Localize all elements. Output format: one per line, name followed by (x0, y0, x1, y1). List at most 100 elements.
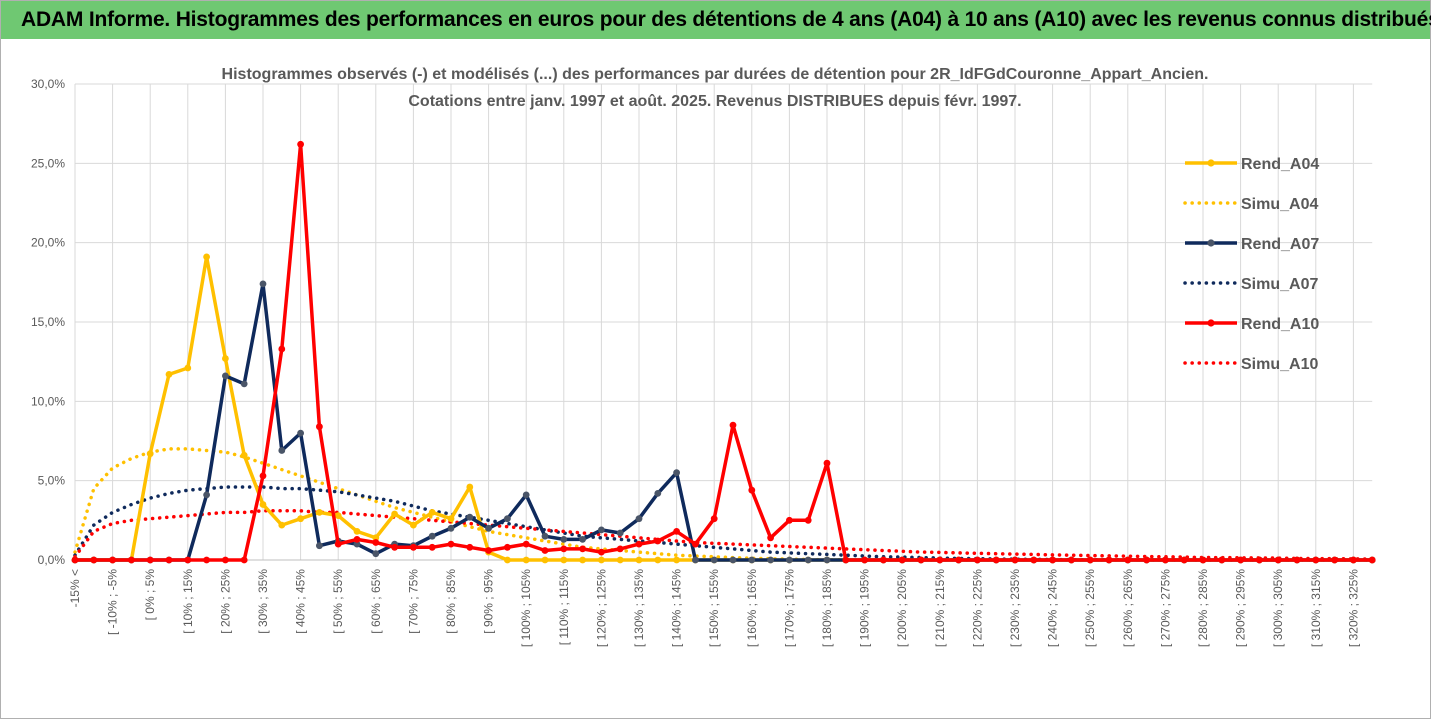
legend-item-Simu_A10[interactable]: Simu_A10 (1183, 356, 1318, 373)
x-tick-label: [ 80% ; 85% (444, 569, 458, 634)
data-point-Rend_A10 (1105, 556, 1113, 564)
chart-title-line-1: Histogrammes observés (-) et modélisés (… (222, 66, 1209, 83)
x-tick-label: [ 70% ; 75% (406, 569, 420, 634)
data-point-Rend_A04 (579, 556, 586, 564)
x-tick-label: [ 230% ; 235% (1008, 569, 1022, 647)
x-tick-label: [ 170% ; 175% (782, 569, 796, 647)
data-point-Rend_A10 (1124, 556, 1132, 564)
data-point-Rend_A04 (541, 556, 549, 564)
data-point-Rend_A04 (410, 521, 417, 529)
series-layer (71, 140, 1376, 564)
x-tick-label: [ 310% ; 315% (1309, 569, 1323, 647)
x-tick-label: [ 120% ; 125% (594, 569, 608, 647)
data-point-Rend_A10 (1331, 556, 1338, 564)
data-point-Rend_A04 (316, 509, 323, 516)
data-point-Rend_A04 (560, 556, 568, 564)
data-point-Rend_A10 (898, 556, 906, 564)
data-point-Rend_A10 (447, 540, 455, 548)
data-point-Rend_A10 (936, 556, 944, 564)
x-tick-label: [ 290% ; 295% (1234, 569, 1248, 647)
data-point-Rend_A10 (748, 486, 756, 494)
data-point-Rend_A10 (259, 472, 267, 480)
data-point-Rend_A10 (804, 516, 812, 524)
data-point-Rend_A04 (222, 355, 229, 362)
data-point-Rend_A10 (917, 556, 925, 564)
x-tick-label: [ 250% ; 255% (1083, 569, 1097, 647)
series-Simu_A10 (73, 509, 1374, 561)
data-point-Rend_A10 (974, 556, 981, 564)
data-point-Rend_A04 (184, 364, 192, 372)
legend-item-Rend_A10[interactable]: Rend_A10 (1185, 316, 1319, 333)
data-point-Rend_A07 (522, 491, 530, 499)
data-point-Rend_A10 (1049, 556, 1056, 564)
data-point-Rend_A07 (786, 556, 793, 564)
data-point-Rend_A10 (1143, 556, 1150, 564)
data-point-Rend_A07 (541, 532, 549, 540)
x-tick-label: [ 280% ; 285% (1196, 569, 1210, 647)
data-point-Rend_A07 (278, 447, 286, 454)
data-point-Rend_A07 (692, 556, 699, 564)
x-tick-label: [ 100% ; 105% (519, 569, 533, 647)
legend-item-Rend_A04[interactable]: Rend_A04 (1185, 156, 1319, 173)
data-point-Rend_A04 (504, 556, 511, 564)
series-line-Rend_A10 (75, 142, 1373, 562)
data-point-Rend_A10 (109, 556, 116, 564)
data-point-Rend_A04 (598, 556, 605, 564)
x-tick-label: [ 200% ; 205% (895, 569, 909, 647)
legend[interactable]: Rend_A04 Simu_A04 Rend_A07 Simu_A07 Rend_A10… (1183, 156, 1319, 373)
data-point-Rend_A10 (372, 539, 380, 546)
data-point-Rend_A07 (447, 524, 455, 532)
legend-marker (1207, 159, 1215, 167)
data-point-Rend_A10 (786, 516, 793, 524)
x-tick-label: [ 110% ; 115% (557, 569, 571, 646)
data-point-Rend_A04 (522, 556, 530, 564)
data-point-Rend_A07 (316, 542, 323, 550)
data-point-Rend_A04 (203, 253, 211, 261)
data-point-Rend_A04 (353, 528, 361, 535)
data-point-Rend_A10 (146, 556, 154, 564)
data-point-Rend_A10 (184, 556, 192, 564)
x-tick-label: [ 260% ; 265% (1121, 569, 1135, 647)
data-point-Rend_A07 (804, 556, 812, 564)
data-point-Rend_A10 (428, 543, 436, 551)
chart-title-line-2: Cotations entre janv. 1997 et août. 2025… (408, 93, 1021, 110)
data-point-Rend_A07 (240, 380, 248, 388)
data-point-Rend_A04 (372, 534, 380, 542)
y-tick-label: 0,0% (38, 553, 66, 567)
x-tick-label: [ 160% ; 165% (745, 569, 759, 647)
data-point-Rend_A10 (90, 556, 98, 564)
x-tick-label: [ 90% ; 95% (482, 569, 496, 634)
data-point-Rend_A10 (353, 536, 361, 543)
y-tick-label: 20,0% (31, 236, 65, 250)
x-tick-label: [ 300% ; 305% (1271, 569, 1285, 647)
data-point-Rend_A10 (861, 556, 868, 564)
data-point-Rend_A10 (767, 534, 774, 542)
data-point-Rend_A10 (297, 140, 304, 148)
legend-label: Simu_A07 (1241, 276, 1318, 293)
data-point-Rend_A07 (823, 556, 831, 564)
legend-item-Rend_A07[interactable]: Rend_A07 (1185, 236, 1319, 253)
data-point-Rend_A10 (466, 543, 474, 551)
data-point-Rend_A10 (1068, 556, 1075, 564)
legend-label: Rend_A04 (1241, 156, 1319, 173)
series-line-Simu_A10 (73, 509, 1374, 561)
data-point-Rend_A04 (616, 556, 624, 564)
data-point-Rend_A10 (955, 556, 962, 564)
legend-marker (1207, 319, 1215, 327)
legend-label: Simu_A04 (1241, 196, 1318, 213)
legend-label: Rend_A07 (1241, 236, 1319, 253)
series-line-Rend_A04 (75, 255, 1373, 562)
x-tick-label: [ 140% ; 145% (670, 569, 684, 647)
data-point-Rend_A10 (504, 543, 511, 551)
legend-item-Simu_A07[interactable]: Simu_A07 (1183, 276, 1318, 293)
x-tick-label: [ 320% ; 325% (1346, 569, 1360, 647)
data-point-Rend_A04 (165, 371, 173, 378)
data-point-Rend_A07 (353, 540, 361, 548)
y-tick-label: 15,0% (31, 315, 65, 329)
data-point-Rend_A04 (240, 451, 248, 459)
legend-item-Simu_A04[interactable]: Simu_A04 (1183, 196, 1318, 213)
data-point-Rend_A10 (71, 556, 79, 564)
data-point-Rend_A10 (485, 547, 492, 554)
x-tick-label: [ 10% ; 15% (181, 569, 195, 634)
